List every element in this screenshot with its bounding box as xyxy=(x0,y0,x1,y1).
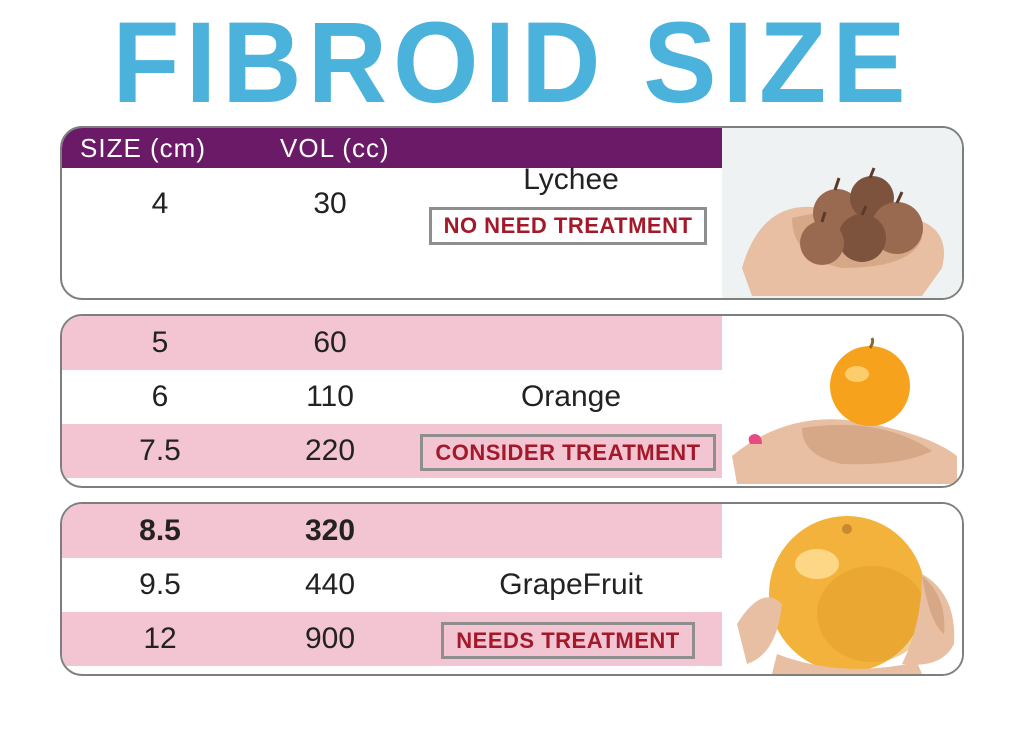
cell-size: 4 xyxy=(80,187,240,221)
fruit-image-grapefruit xyxy=(722,504,962,674)
size-card-orange: 5 60 6 110 Orange 7.5 220 CONSIDER TREAT… xyxy=(60,314,964,488)
fruit-image-orange xyxy=(722,316,962,486)
cell-size: 5 xyxy=(80,326,240,360)
cell-size: 12 xyxy=(80,622,240,656)
cell-vol: 900 xyxy=(240,622,420,656)
treatment-badge: NO NEED TREATMENT xyxy=(429,207,708,245)
fruit-label: GrapeFruit xyxy=(420,568,722,602)
cell-vol: 60 xyxy=(240,326,420,360)
table-row: 8.5 320 xyxy=(62,504,722,558)
cell-vol: 220 xyxy=(240,434,420,468)
cell-vol: 320 xyxy=(240,514,420,548)
orange-icon xyxy=(722,316,962,486)
table-row: 4 30 Lychee NO NEED TREATMENT xyxy=(62,168,722,240)
header-vol: VOL (cc) xyxy=(280,133,460,164)
treatment-badge: NEEDS TREATMENT xyxy=(441,622,694,659)
cell-size: 6 xyxy=(80,380,240,414)
cell-vol: 110 xyxy=(240,380,420,414)
fruit-label: Orange xyxy=(420,380,722,414)
lychee-icon xyxy=(722,128,962,298)
treatment-badge: CONSIDER TREATMENT xyxy=(420,434,715,471)
cell-size: 8.5 xyxy=(80,514,240,548)
table-row: 9.5 440 GrapeFruit xyxy=(62,558,722,612)
table-row: 12 900 NEEDS TREATMENT xyxy=(62,612,722,666)
cell-size: 7.5 xyxy=(80,434,240,468)
cell-vol: 30 xyxy=(240,187,420,221)
cell-size: 9.5 xyxy=(80,568,240,602)
table-row: 7.5 220 CONSIDER TREATMENT xyxy=(62,424,722,478)
size-card-lychee: SIZE (cm) VOL (cc) 4 30 Lychee NO NEED T… xyxy=(60,126,964,300)
table-row: 6 110 Orange xyxy=(62,370,722,424)
size-card-grapefruit: 8.5 320 9.5 440 GrapeFruit 12 900 NEEDS … xyxy=(60,502,964,676)
fruit-label: Lychee xyxy=(523,163,619,197)
page-title: FIBROID SIZE xyxy=(0,5,1024,121)
cell-vol: 440 xyxy=(240,568,420,602)
header-size: SIZE (cm) xyxy=(80,133,280,164)
fruit-image-lychee xyxy=(722,128,962,298)
grapefruit-icon xyxy=(722,504,962,674)
table-header: SIZE (cm) VOL (cc) xyxy=(62,128,722,168)
table-row: 5 60 xyxy=(62,316,722,370)
